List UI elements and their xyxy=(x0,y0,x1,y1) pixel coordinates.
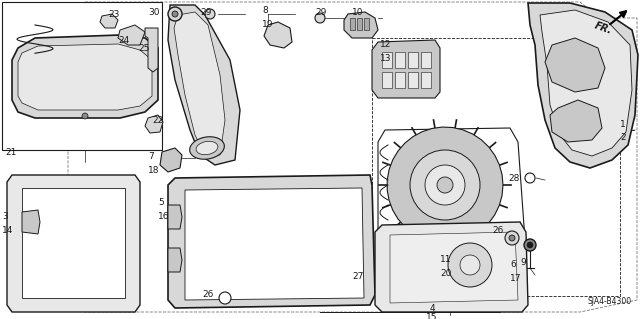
Circle shape xyxy=(205,9,215,19)
Circle shape xyxy=(315,13,325,23)
Polygon shape xyxy=(168,248,182,272)
Polygon shape xyxy=(528,3,638,168)
Polygon shape xyxy=(18,44,152,110)
Bar xyxy=(421,52,431,68)
Polygon shape xyxy=(375,222,528,312)
Text: 10: 10 xyxy=(352,8,364,17)
Bar xyxy=(2,2,162,150)
Text: 12: 12 xyxy=(380,40,392,49)
Circle shape xyxy=(425,165,465,205)
Ellipse shape xyxy=(196,141,218,155)
Text: 28: 28 xyxy=(508,174,520,183)
Circle shape xyxy=(525,173,535,183)
Polygon shape xyxy=(390,232,518,303)
Polygon shape xyxy=(264,22,292,48)
Circle shape xyxy=(509,235,515,241)
Bar xyxy=(421,72,431,88)
Bar xyxy=(382,52,392,68)
Text: 17: 17 xyxy=(510,274,522,283)
Circle shape xyxy=(448,243,492,287)
Text: 8: 8 xyxy=(262,6,268,15)
Text: 30: 30 xyxy=(148,8,159,17)
Polygon shape xyxy=(22,188,125,298)
Text: 29: 29 xyxy=(315,8,326,17)
Bar xyxy=(357,18,362,30)
Polygon shape xyxy=(545,38,605,92)
Text: 22: 22 xyxy=(152,116,163,125)
Bar xyxy=(350,18,355,30)
Text: 4: 4 xyxy=(429,304,435,313)
Polygon shape xyxy=(168,175,375,308)
Circle shape xyxy=(505,231,519,245)
Bar xyxy=(408,72,418,88)
Circle shape xyxy=(527,242,533,248)
Text: 25: 25 xyxy=(138,44,149,53)
Polygon shape xyxy=(168,5,240,165)
Polygon shape xyxy=(160,148,182,172)
Polygon shape xyxy=(387,127,503,243)
Polygon shape xyxy=(12,35,158,118)
Circle shape xyxy=(172,11,178,17)
Polygon shape xyxy=(7,175,140,312)
Bar xyxy=(364,18,369,30)
Text: 16: 16 xyxy=(158,212,170,221)
Bar xyxy=(395,72,405,88)
Circle shape xyxy=(460,255,480,275)
Bar xyxy=(372,38,620,296)
Text: 20: 20 xyxy=(440,269,451,278)
Bar xyxy=(382,72,392,88)
Text: 15: 15 xyxy=(426,313,438,319)
Polygon shape xyxy=(174,12,225,155)
Text: 21: 21 xyxy=(5,148,17,157)
Text: 7: 7 xyxy=(148,152,154,161)
Circle shape xyxy=(219,292,231,304)
Text: 18: 18 xyxy=(148,166,159,175)
Text: 24: 24 xyxy=(118,36,129,45)
Bar xyxy=(395,52,405,68)
Text: 6: 6 xyxy=(510,260,516,269)
Text: FR.: FR. xyxy=(593,20,613,35)
Text: 2: 2 xyxy=(620,133,626,142)
Polygon shape xyxy=(344,12,378,38)
Text: 29: 29 xyxy=(200,8,211,17)
Text: 14: 14 xyxy=(2,226,13,235)
Polygon shape xyxy=(185,188,364,300)
Text: 23: 23 xyxy=(108,10,120,19)
Polygon shape xyxy=(145,115,163,133)
Polygon shape xyxy=(372,40,440,98)
Text: 13: 13 xyxy=(380,54,392,63)
Text: 1: 1 xyxy=(620,120,626,129)
Ellipse shape xyxy=(189,137,225,159)
Text: 9: 9 xyxy=(520,258,525,267)
Circle shape xyxy=(524,239,536,251)
Text: 26: 26 xyxy=(492,226,504,235)
Bar xyxy=(408,52,418,68)
Circle shape xyxy=(410,150,480,220)
Circle shape xyxy=(168,7,182,21)
Text: 5: 5 xyxy=(158,198,164,207)
Text: 11: 11 xyxy=(440,255,451,264)
Polygon shape xyxy=(540,10,632,156)
Polygon shape xyxy=(145,28,158,72)
Polygon shape xyxy=(22,210,40,234)
Text: 26: 26 xyxy=(202,290,213,299)
Polygon shape xyxy=(100,14,118,28)
Polygon shape xyxy=(550,100,602,142)
Text: 19: 19 xyxy=(262,20,273,29)
Polygon shape xyxy=(168,205,182,229)
Circle shape xyxy=(82,113,88,119)
Circle shape xyxy=(437,177,453,193)
Text: SJA4-B4300: SJA4-B4300 xyxy=(588,297,632,306)
Text: 27: 27 xyxy=(352,272,364,281)
Text: 3: 3 xyxy=(2,212,8,221)
Polygon shape xyxy=(118,25,145,45)
